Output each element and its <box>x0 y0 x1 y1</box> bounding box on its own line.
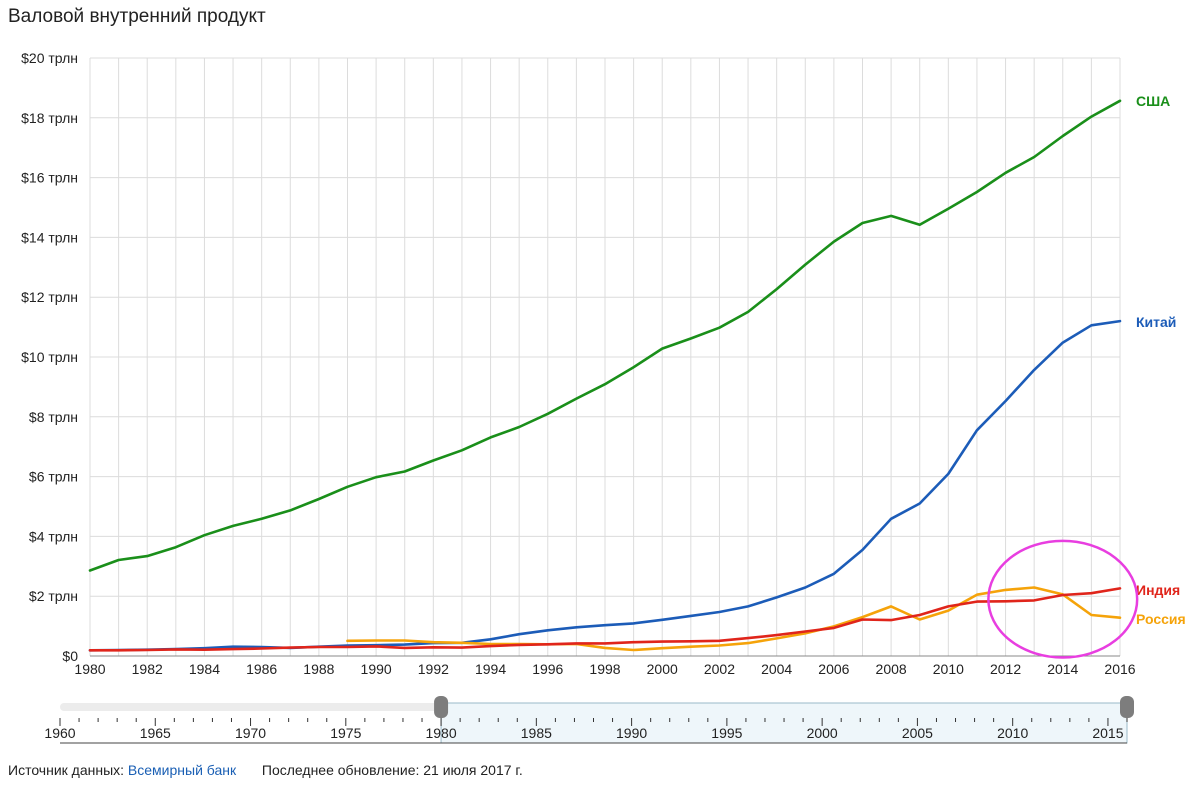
x-tick-label: 2010 <box>933 661 964 677</box>
annotation-layer <box>987 539 1139 659</box>
range-tick-label: 1975 <box>330 725 361 741</box>
y-tick-label: $10 трлн <box>21 349 78 365</box>
y-tick-label: $6 трлн <box>29 469 78 485</box>
footer: Источник данных: Всемирный банк Последне… <box>8 762 523 778</box>
x-tick-label: 2012 <box>990 661 1021 677</box>
x-tick-label: 2002 <box>704 661 735 677</box>
x-tick-label: 1996 <box>532 661 563 677</box>
series-label-США: США <box>1136 93 1170 109</box>
x-tick-label: 1986 <box>246 661 277 677</box>
x-tick-label: 2008 <box>876 661 907 677</box>
series-line-Китай <box>88 319 1122 652</box>
range-tick-label: 1960 <box>44 725 75 741</box>
range-handle-left[interactable] <box>434 696 449 718</box>
series-label-Китай: Китай <box>1136 314 1176 330</box>
range-tick-label: 2005 <box>902 725 933 741</box>
y-tick-label: $4 трлн <box>29 528 78 544</box>
x-tick-label: 2016 <box>1104 661 1135 677</box>
range-selector: 1960 1965 1970 1975 1980 1985 1990 1995 2000 2005… <box>44 696 1134 744</box>
y-tick-label: $20 трлн <box>21 50 78 66</box>
range-tick-label: 1995 <box>711 725 742 741</box>
x-tick-label: 1998 <box>589 661 620 677</box>
range-tick-label: 1985 <box>521 725 552 741</box>
x-tick-label: 2014 <box>1047 661 1078 677</box>
last-updated: Последнее обновление: 21 июля 2017 г. <box>261 762 523 778</box>
chart-grid <box>89 57 1121 657</box>
range-tick-label: 1970 <box>235 725 266 741</box>
y-tick-label: $18 трлн <box>21 110 78 126</box>
x-tick-label: 2006 <box>818 661 849 677</box>
chart-title: Валовой внутренний продукт <box>8 6 266 27</box>
y-tick-label: $0 <box>62 648 78 664</box>
range-tick-label: 1965 <box>140 725 171 741</box>
range-tick-label: 2015 <box>1092 725 1123 741</box>
y-tick-label: $8 трлн <box>29 409 78 425</box>
x-tick-label: 1990 <box>361 661 392 677</box>
series-line-Россия <box>346 586 1122 652</box>
x-tick-label: 2004 <box>761 661 792 677</box>
x-tick-label: 1982 <box>132 661 163 677</box>
y-tick-label: $16 трлн <box>21 170 78 186</box>
axis-tick-labels: $0 $2 трлн $4 трлн $6 трлн $8 трлн $10 трлн $1… <box>21 50 1136 677</box>
series-label-Индия: Индия <box>1136 582 1180 598</box>
series-end-labels: США Китай Индия Россия <box>1136 93 1186 627</box>
range-tick-label: 2010 <box>997 725 1028 741</box>
x-tick-label: 1980 <box>74 661 105 677</box>
range-handle-right[interactable] <box>1120 696 1134 718</box>
y-tick-label: $2 трлн <box>29 588 78 604</box>
x-tick-label: 1992 <box>418 661 449 677</box>
x-tick-label: 2000 <box>647 661 678 677</box>
series-line-Индия <box>88 587 1122 652</box>
source-link[interactable]: Всемирный банк <box>127 762 237 778</box>
x-tick-label: 1994 <box>475 661 506 677</box>
y-tick-label: $12 трлн <box>21 289 78 305</box>
x-tick-label: 1988 <box>303 661 334 677</box>
range-tick-label: 1980 <box>425 725 456 741</box>
range-tick-label: 1990 <box>616 725 647 741</box>
series-lines <box>88 99 1122 652</box>
highlight-ellipse <box>987 539 1139 659</box>
source-label: Источник данных: <box>8 762 125 778</box>
series-line-США <box>88 99 1122 572</box>
y-tick-label: $14 трлн <box>21 229 78 245</box>
series-label-Россия: Россия <box>1136 611 1186 627</box>
range-tick-label: 2000 <box>807 725 838 741</box>
x-tick-label: 1984 <box>189 661 220 677</box>
